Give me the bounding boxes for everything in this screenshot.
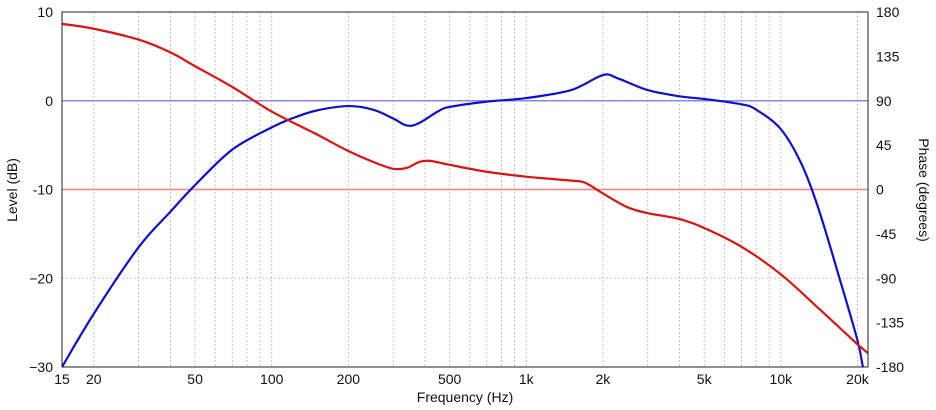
x-tick-label: 100 <box>260 371 284 387</box>
x-tick-label: 10k <box>770 371 794 387</box>
y-tick-label-right: 180 <box>876 4 900 20</box>
y-tick-label-right: -180 <box>876 359 904 375</box>
y-tick-label-left: -10 <box>33 182 53 198</box>
x-tick-label: 200 <box>337 371 361 387</box>
level-curve <box>62 73 864 367</box>
x-tick-label: 15 <box>54 371 70 387</box>
plot-frame <box>61 11 869 368</box>
y-tick-label-right: -45 <box>876 226 896 242</box>
y-tick-label-right: 90 <box>876 93 892 109</box>
x-tick-label: 5k <box>697 371 713 387</box>
y-tick-label-left: −30 <box>29 359 53 375</box>
series-lines <box>62 22 868 367</box>
y-tick-label-right: 135 <box>876 48 900 64</box>
x-tick-label: 1k <box>519 371 535 387</box>
y-tick-label-right: 45 <box>876 137 892 153</box>
reference-lines <box>62 100 868 191</box>
y-tick-label-right: -90 <box>876 270 896 286</box>
y-tick-label-left: 0 <box>45 93 53 109</box>
y-tick-label-left: 10 <box>37 4 53 20</box>
x-tick-label: 20k <box>846 371 870 387</box>
x-tick-label: 500 <box>438 371 462 387</box>
x-tick-label: 20 <box>86 371 102 387</box>
phase-curve <box>62 22 868 355</box>
y-tick-label-right: -135 <box>876 315 904 331</box>
x-tick-label: 2k <box>596 371 612 387</box>
tick-labels: 15 20 50 100 200 500 1k 2k 5k 10k 20k100-10−20−301… <box>29 4 904 387</box>
x-tick-label: 50 <box>187 371 203 387</box>
y-tick-label-left: −20 <box>29 270 53 286</box>
y-axis-label-left: Level (dB) <box>4 158 20 222</box>
y-axis-label-right: Phase (degrees) <box>916 138 932 242</box>
x-axis-label: Frequency (Hz) <box>417 389 513 405</box>
y-tick-label-right: 0 <box>876 182 884 198</box>
